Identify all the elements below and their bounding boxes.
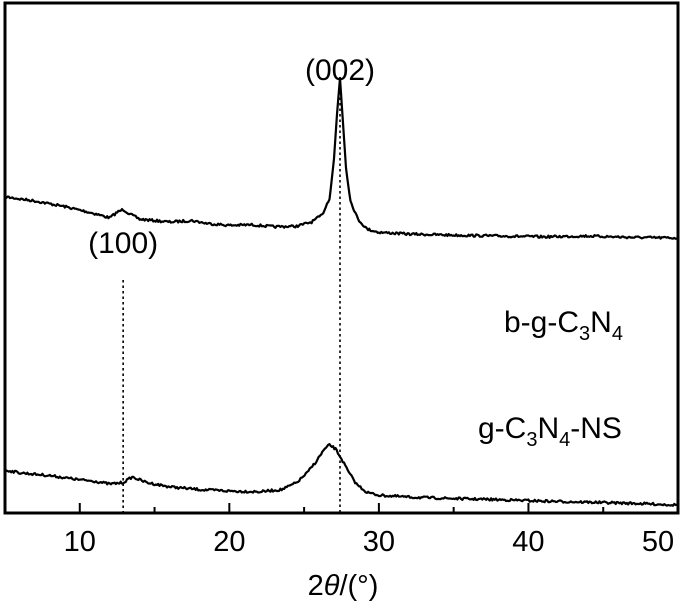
reference-lines: (100)(002)	[88, 54, 375, 513]
x-axis-ticks: 10 20 30 40 50	[64, 503, 674, 558]
x-tick-label: 40	[512, 526, 544, 558]
series-lines	[4, 76, 679, 507]
x-axis-label: 2θ/(°)	[308, 570, 379, 602]
series-label-b-g-c3n4: b-g-C3N4	[504, 306, 623, 345]
series-line-2	[4, 443, 679, 507]
x-tick-label: 10	[64, 526, 96, 558]
x-tick-label: 50	[642, 526, 674, 558]
peak-label-1: (100)	[88, 227, 158, 260]
series-line-1	[4, 76, 679, 240]
plot-frame	[3, 1, 680, 515]
x-tick-label: 30	[363, 526, 395, 558]
x-tick-label: 20	[213, 526, 245, 558]
series-label-g-c3n4-ns: g-C3N4-NS	[478, 412, 622, 451]
